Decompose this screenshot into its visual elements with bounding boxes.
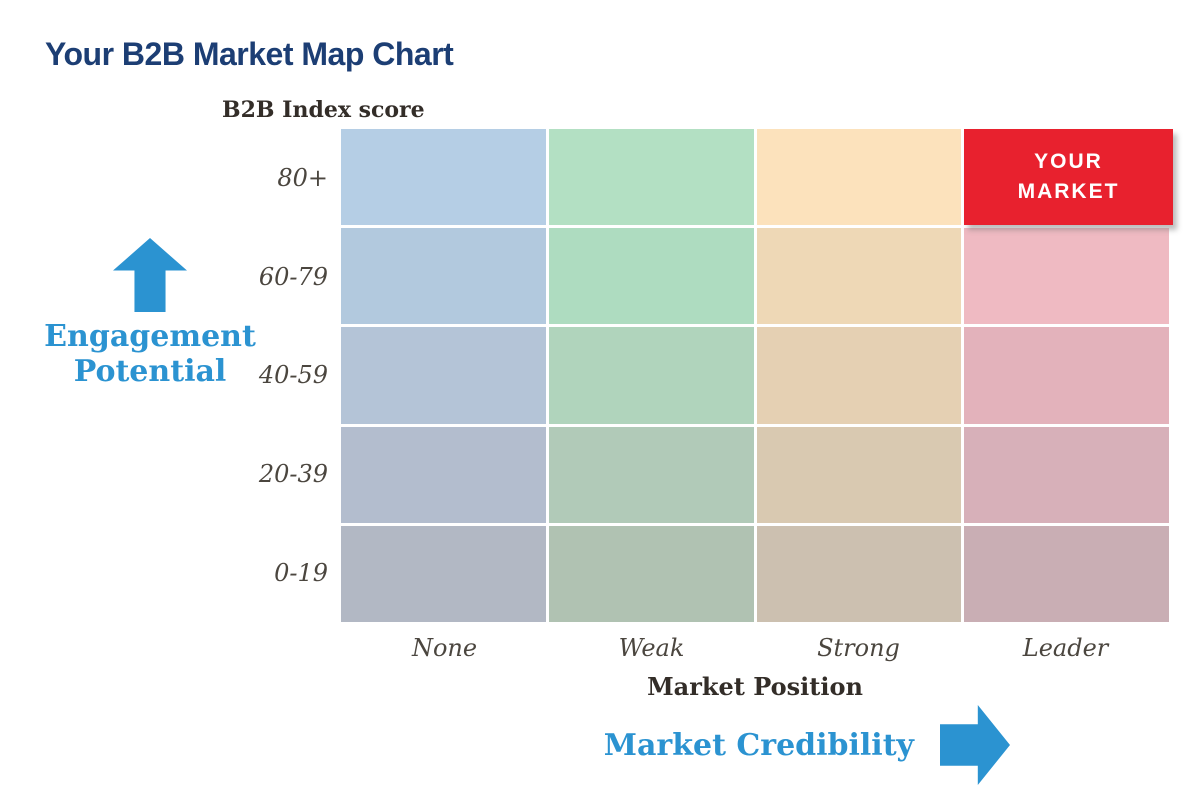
x-axis-labels: None Weak Strong Leader [341,632,1169,664]
x-axis-title: Market Position [647,672,863,701]
grid-cell-r4-c1 [548,525,754,622]
right-arrow-icon [940,705,1010,785]
grid-cell-r2-c1 [548,327,754,424]
y-tick-20-39: 20-39 [258,460,328,489]
x-label-leader: Leader [1022,634,1109,662]
grid-cell-r0-c1 [548,129,754,226]
engagement-line2: Potential [73,353,227,389]
x-label-strong: Strong [817,634,900,662]
engagement-line1: Engagement [44,319,256,354]
x-label-weak: Weak [618,634,685,662]
grid-cell-r2-c0 [341,327,546,424]
grid-cell-r3-c1 [548,426,754,523]
y-tick-0-19: 0-19 [274,558,328,587]
grid-cell-r0-c0 [341,129,546,226]
grid-cell-r4-c2 [756,525,962,622]
page-title: Your B2B Market Map Chart [45,36,454,72]
your-market-line2: MARKET [1017,180,1120,203]
y-tick-60-79: 60-79 [258,262,328,291]
market-credibility-group: Market Credibility [560,703,1010,787]
x-label-none: None [411,634,478,662]
grid-cell-r3-c3 [964,426,1169,523]
grid-cell-r1-c3 [964,228,1169,325]
engagement-potential-group: Engagement Potential [20,238,280,389]
y-axis-ticks: 80+ 60-79 40-59 20-39 0-19 [150,129,330,622]
grid-cell-r3-c2 [756,426,962,523]
grid-cell-r3-c0 [341,426,546,523]
grid-cell-r4-c3 [964,525,1169,622]
your-market-badge: YOUR MARKET [964,129,1173,225]
up-arrow-icon [113,238,187,312]
grid-cell-r1-c1 [548,228,754,325]
your-market-line1: YOUR [1034,149,1103,173]
y-tick-40-59: 40-59 [258,361,328,390]
engagement-potential-label: Engagement Potential [20,319,280,389]
grid-cell-r4-c0 [341,525,546,622]
grid-cell-r1-c2 [756,228,962,325]
grid-cell-r1-c0 [341,228,546,325]
y-axis-title: B2B Index score [222,97,425,123]
grid-cell-r2-c3 [964,327,1169,424]
market-credibility-label: Market Credibility [603,727,914,763]
y-tick-80plus: 80+ [277,164,328,193]
grid-cell-r0-c2 [756,129,962,226]
grid-cell-r2-c2 [756,327,962,424]
